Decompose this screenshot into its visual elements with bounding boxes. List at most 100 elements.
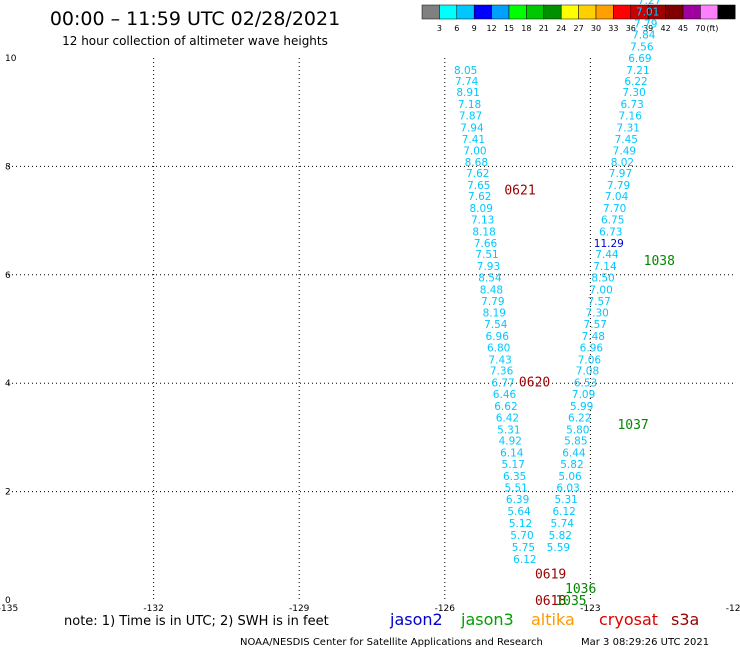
wave-height-label: 7.00 — [589, 284, 612, 296]
wave-height-label: 7.16 — [619, 110, 643, 122]
wave-height-label: 8.68 — [465, 157, 488, 169]
y-tick-label: 6 — [5, 271, 11, 281]
wave-height-label: 6.96 — [486, 331, 510, 343]
wave-height-label: 5.70 — [510, 530, 533, 542]
wave-height-label: 7.79 — [634, 18, 657, 30]
colorbar-swatch — [439, 4, 458, 20]
x-tick-label: -120 — [726, 604, 740, 614]
wave-height-label: 7.62 — [466, 168, 489, 180]
x-tick-label: -135 — [0, 604, 18, 614]
wave-height-label: 5.06 — [558, 471, 582, 483]
colorbar-label: 15 — [504, 24, 514, 33]
wave-height-label: 7.21 — [626, 65, 649, 77]
wave-height-label: 6.46 — [493, 389, 517, 401]
wave-height-label: 7.00 — [463, 146, 486, 158]
colorbar-label: 18 — [521, 24, 531, 33]
wave-height-label: 6.39 — [506, 494, 529, 506]
wave-height-label: 7.93 — [477, 261, 500, 273]
wave-height-label: 5.99 — [570, 401, 593, 413]
colorbar-label: 12 — [487, 24, 497, 33]
wave-height-label: 7.30 — [585, 308, 608, 320]
colorbar-label: 27 — [574, 24, 584, 33]
y-tick-label: 0 — [5, 596, 11, 606]
colorbar-swatch — [665, 4, 684, 20]
wave-height-label: 7.09 — [572, 389, 595, 401]
chart-subtitle: 12 hour collection of altimeter wave hei… — [62, 34, 328, 48]
wave-height-label: 7.57 — [587, 296, 610, 308]
pass-id-label: 1037 — [617, 418, 648, 433]
wave-height-label: 7.54 — [484, 319, 508, 331]
wave-height-label: 5.75 — [512, 542, 535, 554]
footer-timestamp: Mar 3 08:29:26 UTC 2021 — [581, 637, 709, 648]
colorbar-swatch — [578, 4, 597, 20]
wave-height-label: 6.44 — [562, 448, 586, 460]
wave-height-label: 7.43 — [488, 354, 511, 366]
colorbar-label: 9 — [472, 24, 477, 33]
wave-height-label: 7.06 — [578, 354, 602, 366]
colorbar-label: 3 — [437, 24, 442, 33]
wave-height-label: 6.69 — [628, 53, 651, 65]
colorbar-label: 6 — [454, 24, 459, 33]
wave-height-label: 8.05 — [454, 65, 477, 77]
satellite-legend-jason3: jason3 — [460, 610, 514, 629]
wave-height-label: 6.73 — [599, 226, 622, 238]
wave-height-label: 7.79 — [607, 180, 630, 192]
satellite-legend-altika: altika — [531, 610, 575, 629]
wave-height-label: 7.45 — [615, 134, 638, 146]
wave-height-label: 6.14 — [500, 448, 524, 460]
wave-height-label: 8.09 — [470, 203, 493, 215]
data-labels: 8.057.748.917.187.877.947.417.008.687.62… — [454, 0, 661, 566]
wave-height-label: 7.87 — [459, 110, 482, 122]
pass-id-label: 0620 — [519, 376, 550, 391]
wave-height-label: 5.31 — [554, 494, 577, 506]
wave-height-label: 6.42 — [496, 412, 519, 424]
wave-height-label: 7.56 — [630, 42, 654, 54]
satellite-legend-cryosat: cryosat — [599, 610, 658, 629]
colorbar-swatch — [421, 4, 440, 20]
colorbar-swatch — [543, 4, 562, 20]
y-tick-label: 10 — [5, 54, 17, 64]
x-tick-label: -123 — [580, 604, 600, 614]
wave-height-label: 5.12 — [509, 518, 532, 530]
colorbar-label: 39 — [643, 24, 653, 33]
wave-height-label: 6.80 — [487, 342, 510, 354]
colorbar-swatch — [717, 4, 736, 20]
colorbar-label: 45 — [678, 24, 688, 33]
pass-id-label: 0618 — [535, 594, 566, 609]
satellite-legend: jason2 jason3 altika cryosat s3a — [389, 610, 699, 629]
wave-height-label: 7.01 — [636, 6, 659, 18]
colorbar-label: 21 — [539, 24, 549, 33]
wave-height-label: 5.74 — [551, 518, 575, 530]
y-tick-label: 4 — [5, 379, 11, 389]
colorbar-swatch — [526, 4, 545, 20]
pass-id-label: 1036 — [565, 582, 596, 597]
wave-height-label: 7.79 — [481, 296, 504, 308]
wave-height-label: 7.30 — [622, 87, 645, 99]
wave-height-label: 5.64 — [507, 506, 531, 518]
plot-grid — [8, 58, 736, 600]
wave-height-label: 7.51 — [475, 249, 498, 261]
wave-height-label: 7.65 — [467, 180, 490, 192]
wave-height-label: 6.96 — [580, 342, 604, 354]
wave-height-label: 8.54 — [478, 273, 502, 285]
colorbar-swatch — [700, 4, 719, 20]
colorbar-label: 24 — [556, 24, 566, 33]
pass-id-label: 0619 — [535, 567, 566, 582]
colorbar-swatch — [613, 4, 632, 20]
wave-height-label: 7.97 — [609, 168, 632, 180]
chart-title: 00:00 – 11:59 UTC 02/28/2021 — [50, 8, 340, 30]
wave-height-label: 5.31 — [497, 424, 520, 436]
x-tick-label: -126 — [435, 604, 456, 614]
wave-height-label: 6.73 — [620, 99, 643, 111]
pass-id-label: 0621 — [504, 184, 535, 199]
wave-height-label: 7.49 — [613, 146, 636, 158]
wave-height-label: 7.44 — [595, 249, 619, 261]
wave-height-label: 6.35 — [503, 471, 526, 483]
wave-height-label: 8.48 — [480, 284, 503, 296]
colorbar-unit: (ft) — [706, 24, 718, 33]
wave-height-label: 5.17 — [502, 459, 525, 471]
colorbar-swatch — [560, 4, 579, 20]
wave-height-label: 7.08 — [576, 366, 599, 378]
wave-height-label: 8.50 — [591, 273, 614, 285]
